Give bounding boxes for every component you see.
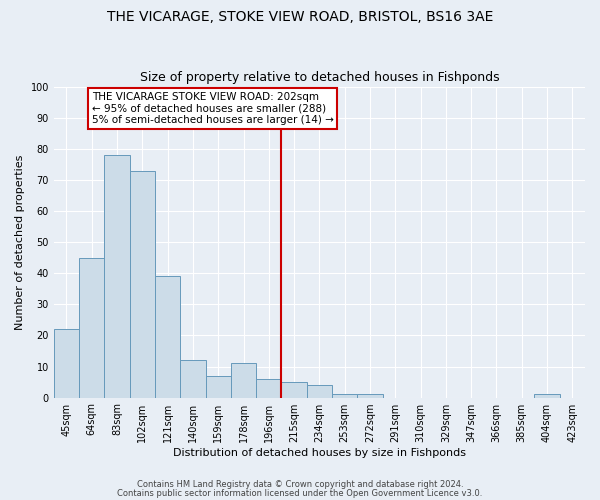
Bar [180,360,206,398]
Bar [231,364,256,398]
X-axis label: Distribution of detached houses by size in Fishponds: Distribution of detached houses by size … [173,448,466,458]
Bar [79,258,104,398]
Bar [332,394,358,398]
Text: THE VICARAGE, STOKE VIEW ROAD, BRISTOL, BS16 3AE: THE VICARAGE, STOKE VIEW ROAD, BRISTOL, … [107,10,493,24]
Text: Contains public sector information licensed under the Open Government Licence v3: Contains public sector information licen… [118,488,482,498]
Bar [281,382,307,398]
Bar [535,394,560,398]
Text: Contains HM Land Registry data © Crown copyright and database right 2024.: Contains HM Land Registry data © Crown c… [137,480,463,489]
Title: Size of property relative to detached houses in Fishponds: Size of property relative to detached ho… [140,72,499,85]
Bar [307,385,332,398]
Bar [130,171,155,398]
Bar [206,376,231,398]
Text: THE VICARAGE STOKE VIEW ROAD: 202sqm
← 95% of detached houses are smaller (288)
: THE VICARAGE STOKE VIEW ROAD: 202sqm ← 9… [92,92,334,125]
Y-axis label: Number of detached properties: Number of detached properties [15,154,25,330]
Bar [358,394,383,398]
Bar [256,379,281,398]
Bar [54,330,79,398]
Bar [104,156,130,398]
Bar [155,276,180,398]
